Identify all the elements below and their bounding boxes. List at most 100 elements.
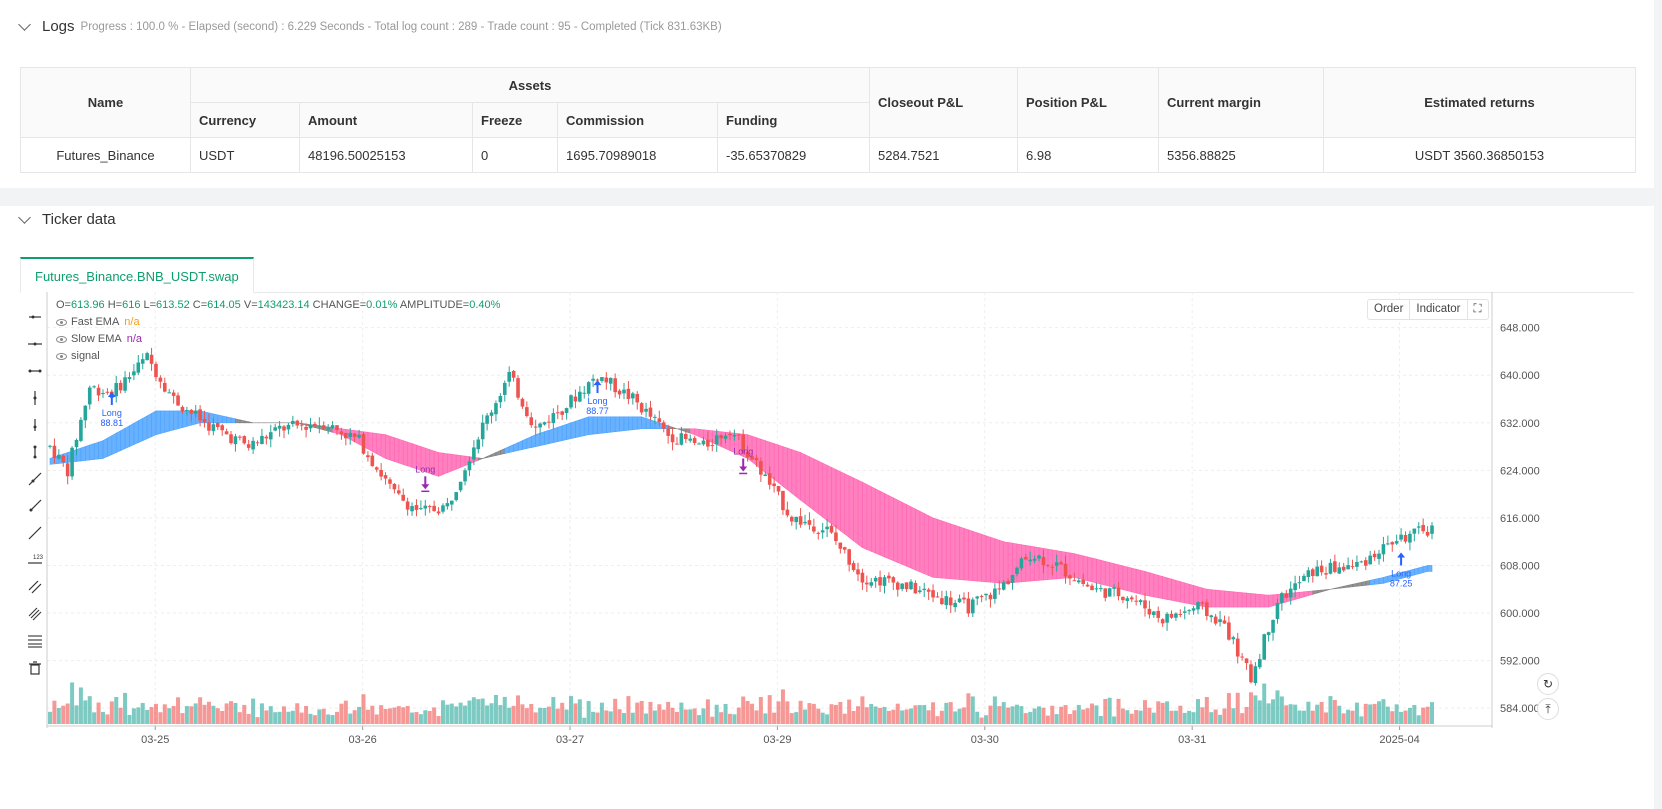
candle-body bbox=[410, 506, 414, 512]
volume-bar bbox=[542, 707, 547, 724]
ema-band-segment bbox=[1003, 541, 1009, 584]
candle-body bbox=[171, 392, 176, 396]
rotate-icon[interactable]: ↻ bbox=[1537, 673, 1559, 695]
y-tick-label: 632.000 bbox=[1500, 418, 1540, 430]
candle-body bbox=[70, 447, 74, 477]
ema-band-segment bbox=[844, 473, 850, 539]
trend-line-icon[interactable] bbox=[24, 468, 46, 490]
eye-icon[interactable] bbox=[56, 353, 67, 360]
y-tick-label: 648.000 bbox=[1500, 323, 1540, 335]
candle-body bbox=[909, 581, 913, 590]
candle-body bbox=[626, 388, 631, 399]
ema-band-segment bbox=[946, 521, 952, 580]
ema-band-segment bbox=[641, 416, 647, 430]
volume-bar bbox=[666, 701, 671, 724]
volume-bar bbox=[114, 697, 119, 724]
candle-body bbox=[856, 569, 860, 575]
volume-bar bbox=[1425, 706, 1430, 724]
ema-band-segment bbox=[513, 442, 519, 452]
vertical-ray-icon[interactable] bbox=[24, 414, 46, 436]
candle-body bbox=[467, 461, 472, 471]
candle-body bbox=[419, 508, 423, 510]
eye-icon[interactable] bbox=[56, 319, 67, 326]
ray-line-icon[interactable] bbox=[24, 495, 46, 517]
candle-body bbox=[900, 583, 904, 589]
candle-body bbox=[162, 382, 167, 392]
candle-body bbox=[423, 505, 428, 509]
candle-body bbox=[180, 406, 185, 412]
volume-bar bbox=[586, 701, 591, 724]
order-button[interactable]: Order bbox=[1368, 300, 1411, 319]
vertical-segment-icon[interactable] bbox=[24, 441, 46, 463]
eye-icon[interactable] bbox=[56, 336, 67, 343]
candle-body bbox=[613, 378, 617, 393]
col-closeout-pnl: Closeout P&L bbox=[869, 67, 1018, 138]
col-funding: Funding bbox=[717, 102, 870, 138]
ticker-title: Ticker data bbox=[42, 211, 116, 228]
ohlc-key: L= bbox=[140, 299, 157, 311]
candle-body bbox=[1359, 561, 1364, 563]
scroll-to-top-icon[interactable]: ⤒ bbox=[1537, 698, 1559, 720]
parallel-channel-icon[interactable] bbox=[24, 576, 46, 598]
volume-bar bbox=[1253, 695, 1258, 724]
volume-bar bbox=[683, 709, 688, 724]
ema-band-segment bbox=[787, 447, 793, 494]
tab-symbol[interactable]: Futures_Binance.BNB_USDT.swap bbox=[20, 257, 254, 293]
indicator-button[interactable]: Indicator bbox=[1410, 300, 1468, 319]
volume-bar bbox=[70, 682, 75, 724]
candle-body bbox=[1156, 610, 1161, 618]
candle-body bbox=[971, 599, 975, 614]
horizontal-line-icon[interactable] bbox=[24, 333, 46, 355]
chevron-down-icon[interactable] bbox=[18, 17, 31, 31]
vertical-line-icon[interactable] bbox=[24, 387, 46, 409]
ema-band-segment bbox=[1029, 545, 1035, 582]
horizontal-ray-icon[interactable] bbox=[24, 306, 46, 328]
price-label-icon[interactable]: 123 bbox=[24, 549, 46, 571]
pitchfork-icon[interactable] bbox=[24, 603, 46, 625]
ema-band-segment bbox=[1427, 565, 1433, 572]
volume-bar bbox=[1399, 711, 1404, 724]
signal-label: Long bbox=[1391, 568, 1411, 578]
candle-body bbox=[573, 396, 578, 402]
ema-band-segment bbox=[636, 416, 642, 430]
legend-slow-ema[interactable]: Slow EMA n/a bbox=[56, 331, 500, 348]
logs-header[interactable]: Logs Progress : 100.0 % - Elapsed (secon… bbox=[18, 17, 722, 35]
legend-fast-ema[interactable]: Fast EMA n/a bbox=[56, 314, 500, 331]
candle-body bbox=[1408, 533, 1412, 543]
fullscreen-icon[interactable]: ⛶ bbox=[1473, 303, 1482, 315]
candle-body bbox=[485, 415, 489, 424]
horizontal-segment-icon[interactable] bbox=[24, 360, 46, 382]
volume-bar bbox=[1129, 713, 1134, 724]
volume-bar bbox=[1350, 710, 1355, 724]
signal-label: Long bbox=[102, 408, 122, 418]
ema-band-segment bbox=[614, 416, 620, 433]
candle-body bbox=[1284, 593, 1289, 598]
ema-band-segment bbox=[102, 437, 108, 459]
logs-meta: Progress : 100.0 % - Elapsed (second) : … bbox=[80, 20, 722, 33]
candle-body bbox=[445, 503, 450, 507]
extended-line-icon[interactable] bbox=[24, 522, 46, 544]
legend-signal[interactable]: signal bbox=[56, 348, 500, 365]
cell-freeze: 0 bbox=[472, 137, 558, 173]
volume-bar bbox=[1390, 711, 1395, 724]
candle-body bbox=[1112, 587, 1116, 589]
delete-icon[interactable] bbox=[24, 657, 46, 679]
volume-bar bbox=[772, 712, 777, 724]
volume-bar bbox=[670, 707, 675, 724]
volume-bar bbox=[1120, 708, 1125, 724]
ema-band-segment bbox=[588, 416, 594, 436]
candle-body bbox=[520, 398, 525, 407]
candle-body bbox=[882, 577, 887, 586]
y-tick-label: 584.000 bbox=[1500, 703, 1540, 715]
volume-bar bbox=[259, 703, 264, 724]
candle-body bbox=[1363, 560, 1368, 566]
ema-band-segment bbox=[160, 410, 166, 434]
ema-band-segment bbox=[1374, 577, 1380, 585]
candle-body bbox=[282, 426, 286, 431]
fib-retracement-icon[interactable] bbox=[24, 630, 46, 652]
candle-body bbox=[1271, 619, 1275, 633]
ticker-header[interactable]: Ticker data bbox=[18, 210, 116, 228]
volume-bar bbox=[180, 713, 185, 724]
candle-body bbox=[1381, 544, 1386, 555]
price-chart[interactable]: 648.000 640.000 632.000 624.000 616.000 608.0… bbox=[0, 206, 1654, 809]
